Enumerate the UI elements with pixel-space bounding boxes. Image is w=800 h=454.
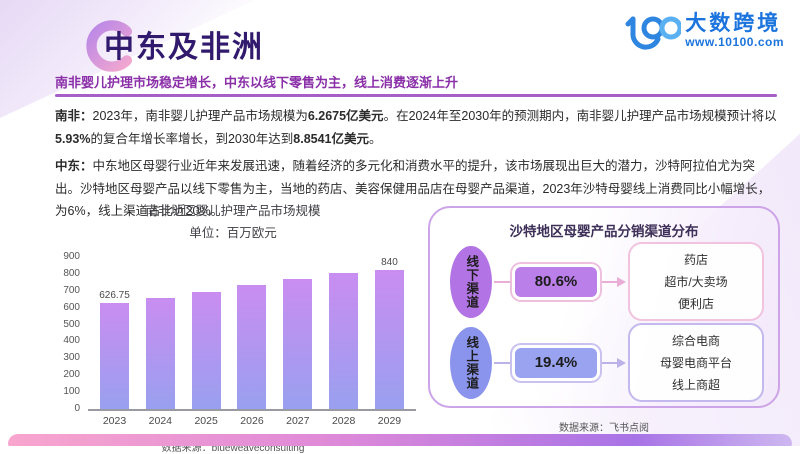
- share-pill-offline: 80.6%: [512, 263, 600, 300]
- y-axis: 900 800 700 600 500 400 300 200 100 0: [63, 251, 80, 414]
- divider: [55, 94, 777, 97]
- chart-unit-label: 单位：百万欧元: [189, 226, 277, 240]
- bar: [191, 291, 221, 409]
- channel-row-online: 线上渠道 19.4% 综合电商 母婴电商平台 线上商超: [444, 323, 764, 402]
- bar: [374, 270, 404, 409]
- logo-url: www.10100.com: [685, 35, 784, 50]
- arrow-icon: [602, 276, 626, 287]
- bar-value-label: 626.75: [99, 290, 130, 302]
- bar-column: 626.75: [99, 257, 130, 409]
- x-axis-label: 2028: [331, 415, 356, 427]
- paragraph-label: 中东：: [55, 159, 93, 173]
- outlet-item: 便利店: [677, 297, 714, 311]
- channel-oval-online: 线上渠道: [450, 326, 492, 399]
- x-axis-label: 2025: [194, 415, 218, 427]
- summary-paragraph-south-africa: 南非：2023年，南非婴儿护理产品市场规模为6.2675亿美元。在2024年至2…: [55, 109, 777, 146]
- connector-line: [494, 361, 510, 364]
- bar: [329, 272, 359, 409]
- c-ring-icon: [84, 12, 144, 85]
- paragraph-label: 南非：: [55, 109, 93, 123]
- bar-column: [191, 257, 221, 409]
- x-axis-label: 2023: [102, 415, 127, 427]
- summary-block: 南非：2023年，南非婴儿护理产品市场规模为6.2675亿美元。在2024年至2…: [55, 100, 779, 223]
- outlet-item: 线上商超: [671, 378, 720, 392]
- outlet-item: 超市/大卖场: [664, 275, 728, 289]
- chart-title: 南非地区婴儿护理产品市场规模: [145, 204, 321, 218]
- outlet-item: 药店: [683, 253, 708, 267]
- bar-value-label: 840: [381, 257, 398, 268]
- x-axis-label: 2024: [148, 415, 172, 427]
- arrow-icon: [602, 357, 626, 368]
- bar: [237, 285, 267, 409]
- bar-column: [145, 257, 175, 409]
- channel-row-offline: 线下渠道 80.6% 药店 超市/大卖场 便利店: [444, 242, 764, 321]
- plot-area: 626.75 840: [88, 257, 416, 411]
- bar: [100, 303, 129, 409]
- logo-mark-icon: [625, 16, 682, 50]
- panel-title: 沙特地区母婴产品分销渠道分布: [509, 224, 699, 239]
- connector-line: [494, 280, 510, 283]
- share-pill-online: 19.4%: [512, 344, 600, 381]
- bar-column: [237, 257, 267, 409]
- outlets-box-offline: 药店 超市/大卖场 便利店: [628, 242, 764, 321]
- page-subtitle: 南非婴儿护理市场稳定增长，中东以线下零售为主，线上消费逐渐上升: [55, 75, 459, 90]
- outlet-item: 母婴电商平台: [659, 356, 732, 370]
- bar-column: 840: [374, 257, 404, 409]
- bar: [145, 297, 175, 409]
- bar-column: [329, 257, 359, 409]
- summary-paragraph-middle-east: 中东：中东地区母婴行业近年来发展迅速，随着经济的多元化和消费水平的提升，该市场展…: [55, 159, 771, 218]
- x-axis-label: 2027: [286, 415, 310, 427]
- channel-panel: 沙特地区母婴产品分销渠道分布 线下渠道 80.6% 药店 超市/大卖场 便利店 …: [428, 206, 780, 408]
- x-axis-label: 2026: [240, 415, 264, 427]
- footer-gradient-bar: [8, 434, 792, 446]
- outlets-box-online: 综合电商 母婴电商平台 线上商超: [628, 323, 764, 402]
- market-size-bar-chart: 南非地区婴儿护理产品市场规模 单位：百万欧元 900 800 700 600 5…: [50, 200, 416, 454]
- logo-name: 大数跨境: [685, 12, 782, 35]
- panel-source: 数据来源：飞书点阅: [559, 423, 649, 434]
- page-title: 中东及非洲: [104, 31, 264, 64]
- channel-label: 线下渠道: [464, 254, 479, 309]
- bar-column: [283, 257, 313, 409]
- bar: [283, 278, 313, 409]
- channel-oval-offline: 线下渠道: [450, 245, 492, 318]
- logo: 大数跨境 www.10100.com: [623, 12, 784, 58]
- x-axis: 2023 2024 2025 2026 2027 2028 2029: [88, 411, 416, 427]
- channel-label: 线上渠道: [464, 335, 479, 390]
- x-axis-label: 2029: [377, 415, 402, 427]
- outlet-item: 综合电商: [671, 334, 720, 348]
